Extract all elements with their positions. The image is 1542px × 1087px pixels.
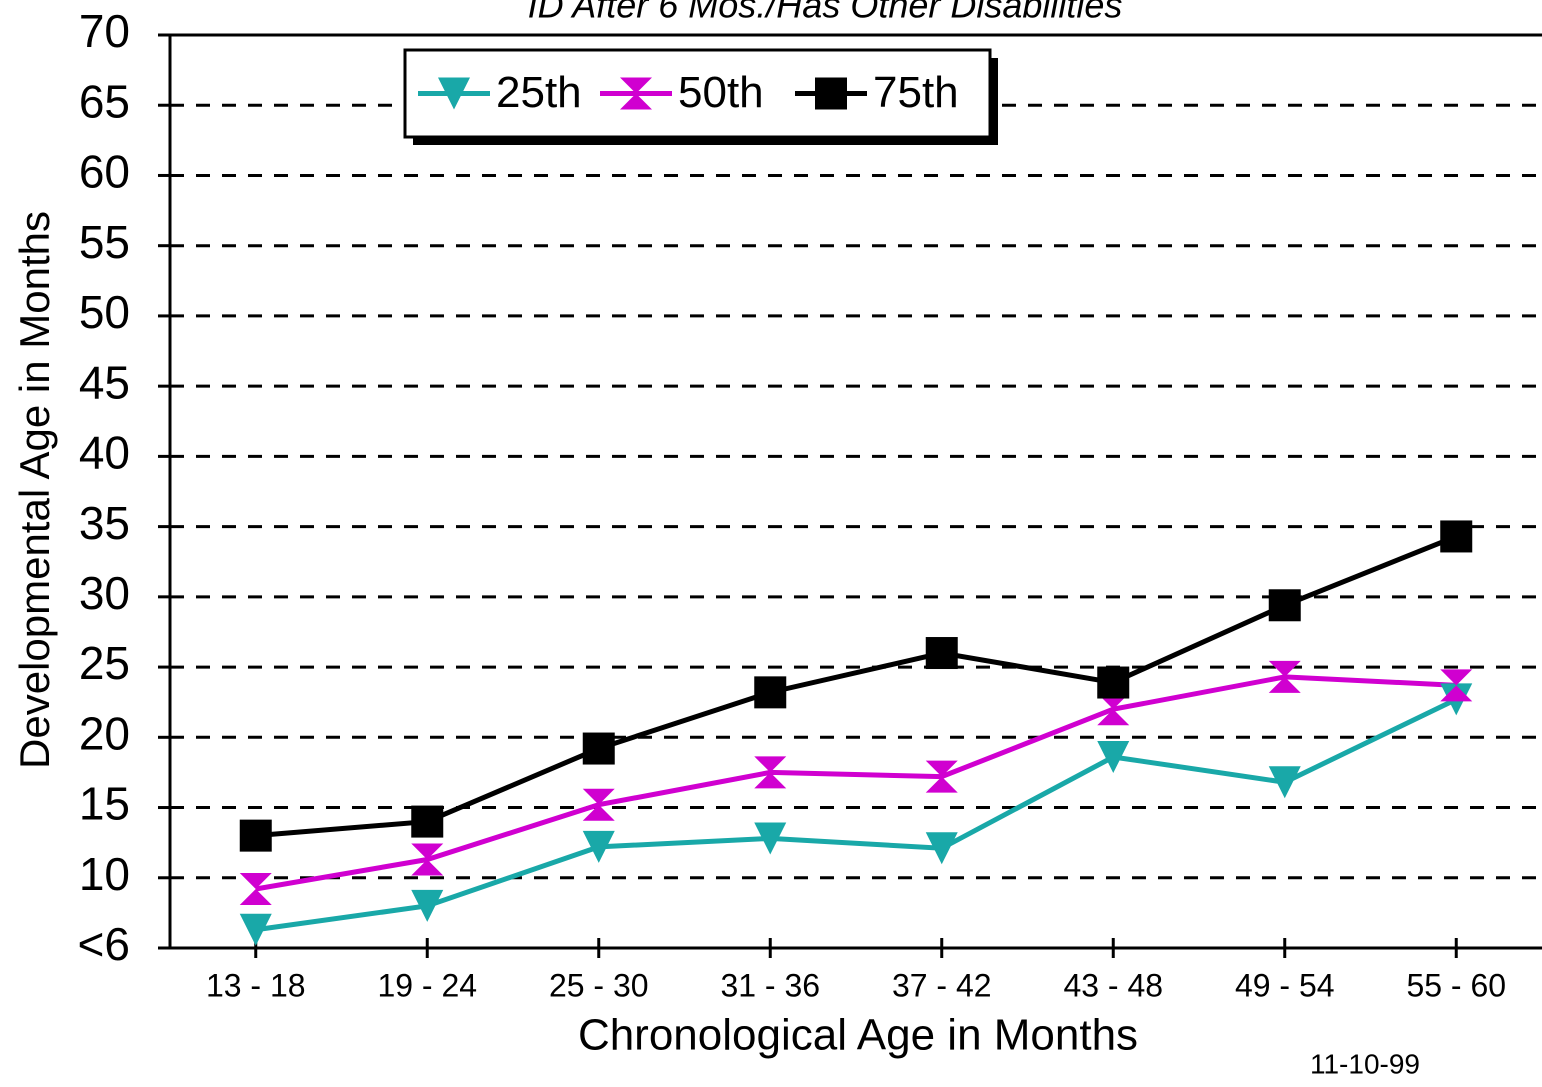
- series-line: [255, 674, 1457, 892]
- y-tick-label: 10: [79, 848, 130, 900]
- marker: [925, 832, 958, 865]
- x-tick-label: 55 - 60: [1406, 967, 1506, 1003]
- marker: [582, 788, 615, 821]
- legend-marker: [815, 77, 847, 110]
- legend-label: 75th: [873, 68, 959, 117]
- marker: [239, 913, 272, 946]
- marker: [1097, 666, 1130, 699]
- x-tick-label: 43 - 48: [1063, 967, 1163, 1003]
- x-axis-title: Chronological Age in Months: [578, 1011, 1138, 1060]
- x-tick-label: 13 - 18: [206, 967, 306, 1003]
- marker: [925, 760, 958, 793]
- marker: [1097, 693, 1130, 726]
- marker: [239, 873, 272, 906]
- legend-label: 25th: [496, 68, 582, 117]
- legend-marker: [620, 77, 652, 110]
- y-tick-label: 15: [79, 778, 130, 830]
- y-axis-title: Developmental Age in Months: [11, 211, 58, 769]
- x-tick-label: 25 - 30: [549, 967, 649, 1003]
- legend: [403, 48, 992, 139]
- marker: [754, 822, 787, 855]
- marker: [411, 843, 444, 876]
- y-tick-label: 20: [79, 707, 130, 759]
- x-tick-label: 37 - 42: [892, 967, 992, 1003]
- marker: [1268, 660, 1301, 693]
- marker: [1268, 766, 1301, 799]
- series-line: [255, 534, 1458, 839]
- marker: [754, 756, 787, 789]
- chart-title: ID After 6 Mos./Has Other Disabilities: [528, 0, 1123, 26]
- x-tick-label: 19 - 24: [377, 967, 477, 1003]
- marker: [1440, 520, 1473, 553]
- y-tick-label: 30: [79, 567, 130, 619]
- legend-marker: [438, 77, 470, 110]
- marker: [411, 889, 444, 922]
- marker: [582, 732, 615, 765]
- y-tick-label: 60: [79, 146, 130, 198]
- y-tick-label: 70: [79, 5, 130, 57]
- y-tick-label: 25: [79, 637, 130, 689]
- marker: [411, 805, 444, 838]
- marker: [239, 819, 272, 852]
- marker: [1097, 740, 1130, 773]
- y-tick-label: <6: [78, 918, 130, 970]
- y-tick-label: 40: [79, 427, 130, 479]
- y-tick-label: 45: [79, 356, 130, 408]
- series-line: [255, 697, 1458, 933]
- x-tick-label: 49 - 54: [1235, 967, 1335, 1003]
- y-tick-label: 50: [79, 286, 130, 338]
- marker: [1268, 589, 1301, 622]
- x-tick-label: 31 - 36: [720, 967, 820, 1003]
- marker: [1440, 669, 1473, 702]
- marker: [925, 637, 958, 670]
- marker: [754, 676, 787, 709]
- y-tick-label: 55: [79, 216, 130, 268]
- annotation: 11-10-99: [1310, 1048, 1420, 1079]
- y-tick-label: 65: [79, 75, 130, 127]
- marker: [582, 830, 615, 863]
- legend-label: 50th: [678, 68, 764, 117]
- y-tick-label: 35: [79, 497, 130, 549]
